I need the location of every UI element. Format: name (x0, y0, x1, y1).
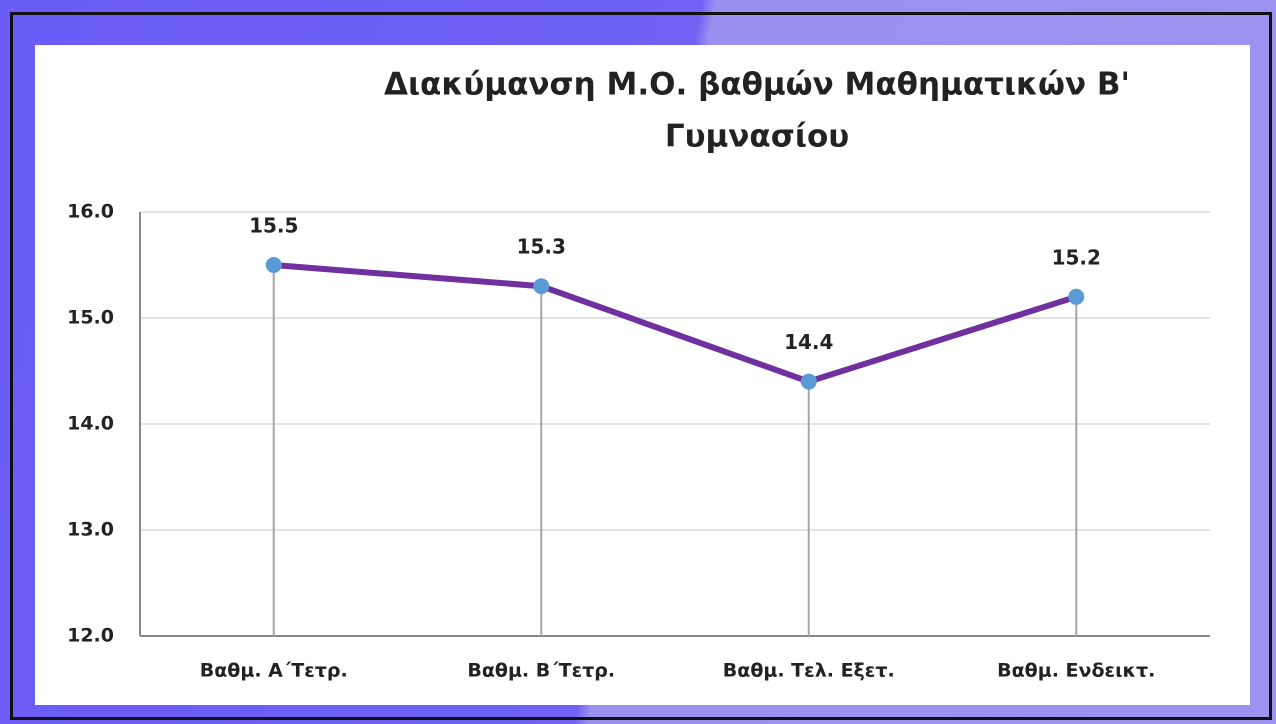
data-label: 15.5 (249, 214, 298, 238)
chart-title: Γυμνασίου (665, 119, 849, 155)
frame-border (10, 12, 1272, 720)
y-tick-label: 13.0 (67, 519, 114, 541)
marker (265, 257, 282, 273)
data-label: 15.3 (517, 235, 566, 259)
y-tick-label: 16.0 (67, 201, 114, 223)
chart-title: Διακύμανση Μ.Ο. βαθμών Μαθηματικών Β' (384, 67, 1130, 103)
data-label: 15.2 (1052, 245, 1101, 269)
x-tick-label: Βαθμ. Ενδεικτ. (997, 660, 1155, 682)
x-tick-label: Βαθμ. Β΄Τετρ. (467, 660, 615, 682)
y-tick-label: 12.0 (67, 625, 114, 647)
chart-panel (35, 45, 1250, 705)
marker (533, 278, 550, 295)
x-tick-label: Βαθμ. Τελ. Εξετ. (723, 660, 895, 682)
data-label: 14.4 (784, 330, 833, 354)
marker (1068, 288, 1085, 305)
line (273, 262, 1078, 385)
x-tick-label: Βαθμ. Α΄Τετρ. (200, 660, 348, 682)
y-tick-label: 15.0 (67, 307, 114, 329)
y-tick-label: 14.0 (67, 413, 114, 435)
marker (800, 373, 817, 390)
